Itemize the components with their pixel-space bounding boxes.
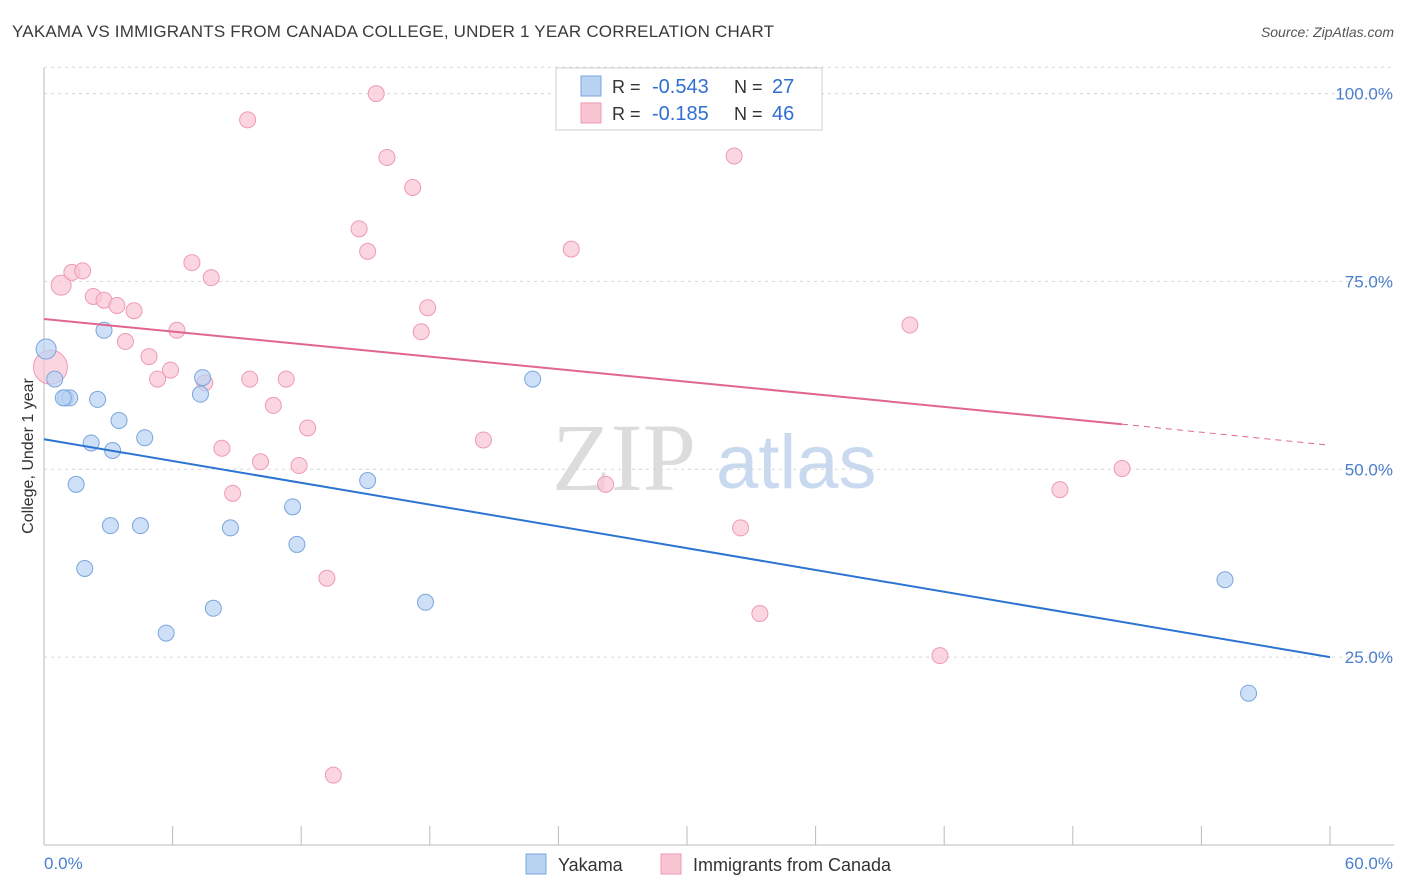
data-points	[32, 85, 1258, 784]
series-legend: Yakama Immigrants from Canada	[525, 853, 892, 875]
legend-n-value-yakama: 27	[772, 76, 794, 98]
canada-point	[290, 457, 308, 475]
yakama-point	[131, 517, 149, 535]
watermark-zip: ZIP	[552, 404, 696, 511]
yakama-point	[221, 519, 239, 537]
legend-n-label-canada: N =	[734, 104, 763, 124]
canada-point	[378, 148, 396, 166]
x-axis-ticks	[172, 826, 1331, 845]
legend-swatch-yakama	[580, 75, 602, 97]
canada-point	[125, 302, 143, 320]
canada-point	[213, 439, 231, 457]
canada-point	[202, 269, 220, 287]
canada-point	[751, 605, 769, 623]
canada-point	[149, 370, 167, 388]
legend-n-value-canada: 46	[772, 103, 794, 125]
canada-point	[404, 179, 422, 196]
canada-point	[324, 766, 342, 784]
yakama-point	[417, 593, 435, 611]
y-tick-label: 100.0%	[1335, 85, 1393, 104]
canada-point	[161, 361, 179, 379]
chart-source: Source: ZipAtlas.com	[1260, 24, 1394, 40]
series-legend-label-yakama: Yakama	[558, 855, 624, 875]
canada-point	[183, 254, 201, 272]
canada-point	[224, 484, 242, 502]
yakama-point	[1240, 684, 1258, 702]
yakama-point	[101, 517, 119, 535]
canada-point	[318, 569, 336, 587]
canada-point	[1051, 481, 1069, 499]
trend-lines	[43, 318, 1331, 659]
canada-point	[725, 147, 743, 165]
yakama-point	[136, 429, 154, 447]
canada-point	[597, 475, 615, 493]
series-legend-swatch-yakama	[525, 853, 547, 875]
canada-point	[412, 323, 430, 341]
yakama-point	[67, 475, 85, 493]
y-axis-label: College, Under 1 year	[20, 378, 37, 534]
canada-point	[350, 220, 368, 238]
legend-r-value-canada: -0.185	[652, 103, 709, 125]
canada-point	[251, 453, 269, 471]
yakama-point	[157, 624, 175, 642]
series-legend-swatch-canada	[660, 853, 682, 875]
canada-trend-extension	[1122, 423, 1331, 446]
legend-r-label-canada: R =	[612, 104, 641, 124]
legend-r-value-yakama: -0.543	[652, 76, 709, 98]
yakama-point	[35, 338, 57, 360]
canada-point	[50, 274, 72, 296]
yakama-point	[194, 369, 212, 387]
yakama-point	[110, 411, 128, 429]
yakama-trend-line	[43, 438, 1331, 659]
x-tick-label-max: 60.0%	[1345, 854, 1393, 873]
canada-point	[474, 431, 492, 449]
canada-point	[931, 647, 949, 665]
legend-n-label-yakama: N =	[734, 77, 763, 97]
canada-point	[1113, 460, 1131, 478]
canada-point	[562, 240, 580, 258]
canada-point	[108, 296, 126, 314]
gridlines	[44, 66, 1394, 658]
yakama-point	[54, 389, 72, 407]
series-legend-label-canada: Immigrants from Canada	[693, 855, 892, 875]
yakama-point	[284, 498, 302, 516]
yakama-point	[204, 599, 222, 617]
yakama-point	[288, 535, 306, 553]
canada-point	[419, 299, 437, 317]
y-tick-label: 50.0%	[1345, 460, 1393, 479]
canada-point	[239, 111, 257, 129]
y-tick-label: 75.0%	[1345, 272, 1393, 291]
yakama-point	[95, 321, 113, 339]
legend-swatch-canada	[580, 102, 602, 124]
canada-point	[359, 242, 377, 260]
canada-trend-line	[43, 318, 1123, 426]
canada-point	[732, 519, 750, 537]
canada-point	[168, 321, 186, 339]
canada-point	[277, 370, 295, 388]
yakama-point	[89, 390, 107, 408]
watermark-atlas: atlas	[716, 420, 877, 505]
correlation-legend: R = -0.543 N = 27 R = -0.185 N = 46	[555, 67, 823, 131]
canada-point	[299, 419, 317, 437]
canada-point	[116, 333, 134, 351]
canada-point	[901, 316, 919, 334]
chart-title: YAKAMA VS IMMIGRANTS FROM CANADA COLLEGE…	[12, 22, 775, 41]
legend-r-label-yakama: R =	[612, 77, 641, 97]
y-tick-labels: 25.0% 50.0% 75.0% 100.0%	[1335, 85, 1393, 668]
canada-point	[367, 85, 385, 103]
x-tick-label-min: 0.0%	[44, 854, 83, 873]
yakama-point	[191, 385, 209, 403]
yakama-point	[1216, 571, 1234, 589]
canada-point	[264, 396, 282, 414]
yakama-point	[359, 472, 377, 490]
y-tick-label: 25.0%	[1345, 648, 1393, 667]
yakama-point	[76, 559, 94, 577]
yakama-point	[46, 370, 64, 388]
yakama-point	[524, 370, 542, 388]
canada-point	[140, 348, 158, 366]
canada-point	[74, 262, 92, 280]
canada-point	[241, 370, 259, 388]
